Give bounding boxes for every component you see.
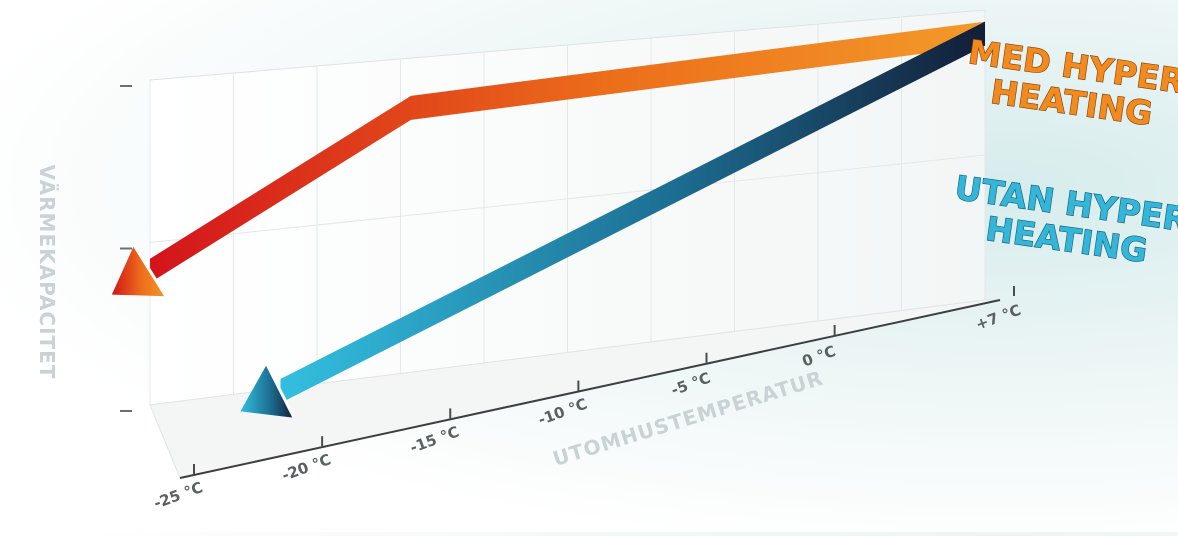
- med-series-arrowhead: [111, 245, 166, 297]
- utan-series-arrowhead: [240, 364, 295, 418]
- utan-series-arrow-notch: [265, 363, 296, 419]
- x-tick-label: -25 °C: [151, 478, 205, 512]
- x-axis-line: [179, 299, 1001, 479]
- grid-line-horizontal: [149, 154, 986, 243]
- utan-series-ribbon: [280, 21, 985, 404]
- x-tick-label: -5 °C: [669, 369, 713, 400]
- med-series-arrow-notch: [132, 244, 168, 297]
- med-series-ribbon: [150, 21, 985, 283]
- y-axis-title: VÄRMEKAPACITET: [35, 165, 59, 380]
- x-tick-label: +7 °C: [973, 301, 1023, 334]
